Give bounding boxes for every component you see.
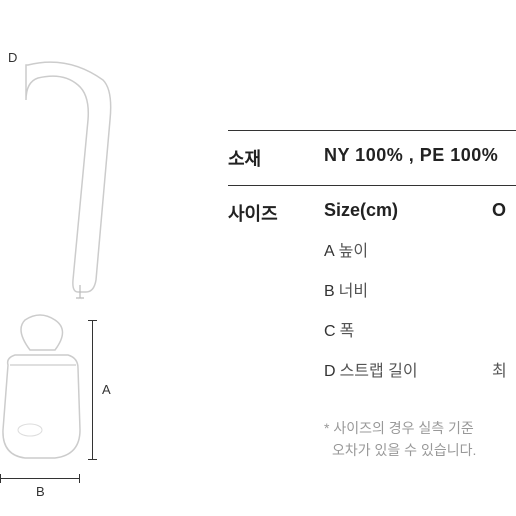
- size-label: 사이즈: [228, 200, 324, 397]
- note-line-2: 오차가 있을 수 있습니다.: [324, 439, 516, 461]
- size-header-size: Size(cm): [324, 200, 492, 221]
- dimension-a: A: [92, 320, 93, 460]
- size-row-a: A높이: [324, 237, 516, 277]
- dimension-label-d: D: [8, 50, 17, 65]
- product-info: 소재 NY 100% , PE 100% 사이즈 Size(cm) O A높이 …: [220, 0, 516, 516]
- size-header: Size(cm) O: [324, 200, 516, 237]
- strap-outline: [18, 60, 118, 300]
- material-row: 소재 NY 100% , PE 100%: [228, 130, 516, 185]
- dimension-label-a: A: [102, 382, 111, 397]
- product-diagram: D A B: [0, 0, 220, 516]
- size-table: Size(cm) O A높이 B너비 C폭 D스트랩 길이 최: [324, 200, 516, 397]
- size-section: 사이즈 Size(cm) O A높이 B너비 C폭: [228, 185, 516, 397]
- bag-outline: [0, 310, 110, 460]
- material-label: 소재: [228, 145, 324, 171]
- dimension-b: B: [0, 478, 80, 479]
- size-row-c: C폭: [324, 317, 516, 357]
- size-row-b: B너비: [324, 277, 516, 317]
- size-header-o: O: [492, 200, 516, 221]
- material-value: NY 100% , PE 100%: [324, 145, 498, 171]
- note-line-1: * 사이즈의 경우 실측 기준: [324, 417, 516, 439]
- dimension-label-b: B: [36, 484, 45, 499]
- size-row-d: D스트랩 길이 최: [324, 357, 516, 397]
- size-note: * 사이즈의 경우 실측 기준 오차가 있을 수 있습니다.: [228, 417, 516, 462]
